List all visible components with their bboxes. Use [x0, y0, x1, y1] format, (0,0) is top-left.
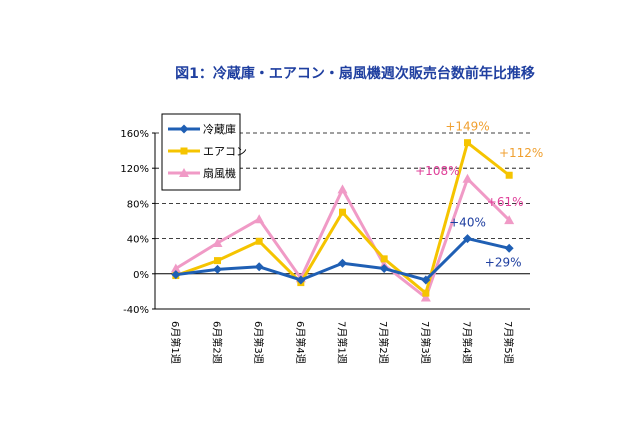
data-point-2 [462, 173, 473, 183]
x-tick-label: 7月第4週 [461, 321, 474, 364]
data-point-2 [504, 215, 515, 225]
data-label: +108% [415, 164, 459, 178]
data-point-1 [464, 139, 471, 147]
y-tick-label: 0% [133, 270, 149, 281]
data-point-0 [504, 243, 514, 253]
data-point-0 [296, 275, 306, 285]
legend-label: 扇風機 [203, 166, 236, 180]
data-point-2 [212, 238, 223, 247]
legend-swatch-marker [179, 124, 189, 134]
data-point-2 [337, 184, 348, 194]
x-tick-label: 6月第3週 [252, 321, 265, 364]
series-line-2 [175, 177, 511, 300]
y-tick-label: 80% [127, 199, 149, 210]
data-point-0 [171, 270, 181, 280]
data-point-1 [339, 208, 346, 216]
y-tick-label: 160% [120, 129, 149, 140]
data-point-1 [255, 237, 263, 245]
y-tick-label: 40% [127, 235, 149, 246]
legend-swatch-marker [179, 168, 189, 177]
data-point-2 [170, 263, 181, 273]
data-label: +29% [485, 255, 522, 269]
data-point-0 [338, 258, 347, 268]
legend-swatch-marker [180, 147, 188, 155]
data-label: +149% [445, 120, 489, 134]
data-point-2 [254, 214, 265, 224]
data-label: +61% [487, 195, 524, 209]
x-tick-label: 7月第3週 [419, 321, 432, 364]
y-tick-label: 120% [120, 164, 149, 175]
data-label: +112% [499, 146, 543, 160]
data-point-0 [463, 234, 472, 244]
data-point-0 [379, 264, 389, 274]
x-tick-label: 7月第5週 [502, 321, 515, 364]
x-tick-label: 7月第2週 [377, 321, 390, 364]
data-label: +40% [449, 216, 486, 230]
data-point-1 [214, 257, 221, 265]
x-tick-label: 6月第1週 [169, 321, 182, 364]
legend-label: エアコン [203, 145, 247, 158]
x-tick-label: 6月第4週 [294, 321, 307, 364]
x-tick-label: 6月第2週 [211, 321, 224, 364]
data-point-0 [421, 275, 431, 285]
x-tick-label: 7月第1週 [336, 321, 349, 364]
data-point-0 [254, 262, 264, 272]
data-point-1 [505, 171, 513, 179]
legend-label: 冷蔵庫 [203, 122, 236, 136]
y-tick-label: -40% [123, 305, 149, 316]
chart-title: 図1：冷蔵庫・エアコン・扇風機週次販売台数前年比推移 [175, 65, 535, 82]
data-point-1 [380, 255, 388, 263]
data-point-1 [422, 289, 430, 297]
data-point-2 [420, 292, 431, 302]
data-point-0 [213, 264, 222, 274]
